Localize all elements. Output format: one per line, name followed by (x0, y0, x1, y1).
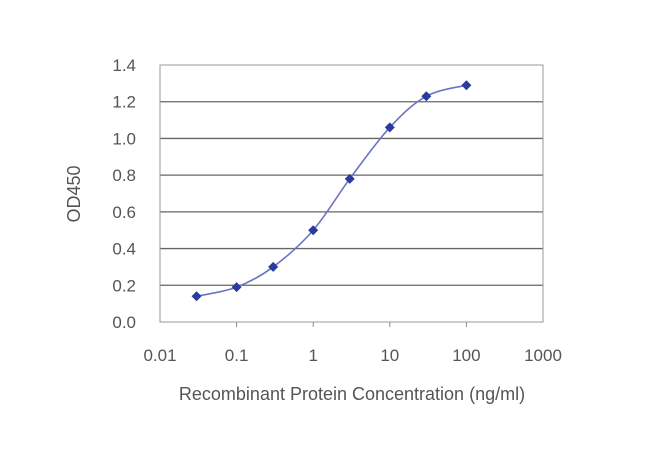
gridlines (160, 101, 543, 327)
data-point (421, 91, 432, 102)
y-tick-label: 0.0 (112, 313, 136, 332)
x-tick-label: 100 (452, 346, 480, 365)
data-point (191, 291, 202, 302)
y-tick-label: 0.4 (112, 240, 136, 259)
y-tick-label: 1.0 (112, 129, 136, 148)
plot-area-border (159, 64, 544, 323)
y-axis-label: OD450 (64, 165, 84, 222)
x-tick-label: 10 (380, 346, 399, 365)
data-point (461, 80, 472, 91)
y-tick-labels: 0.0 0.2 0.4 0.6 0.8 1.0 1.2 1.4 (112, 56, 136, 332)
data-point (344, 173, 355, 184)
x-tick-labels: 0.01 0.1 1 10 100 1000 (143, 346, 561, 365)
y-tick-label: 1.4 (112, 56, 136, 75)
y-tick-label: 0.8 (112, 166, 136, 185)
x-tick-label: 1000 (524, 346, 562, 365)
y-tick-label: 1.2 (112, 93, 136, 112)
data-point (384, 122, 395, 133)
data-point (231, 282, 242, 293)
series (191, 80, 472, 302)
x-tick-label: 0.1 (225, 346, 249, 365)
x-tick-label: 1 (308, 346, 317, 365)
series-line (196, 84, 467, 298)
x-tick-label: 0.01 (143, 346, 176, 365)
data-point (268, 261, 279, 272)
y-tick-label: 0.2 (112, 276, 136, 295)
x-axis-label: Recombinant Protein Concentration (ng/ml… (179, 384, 525, 404)
data-point (308, 225, 319, 236)
y-tick-label: 0.6 (112, 203, 136, 222)
